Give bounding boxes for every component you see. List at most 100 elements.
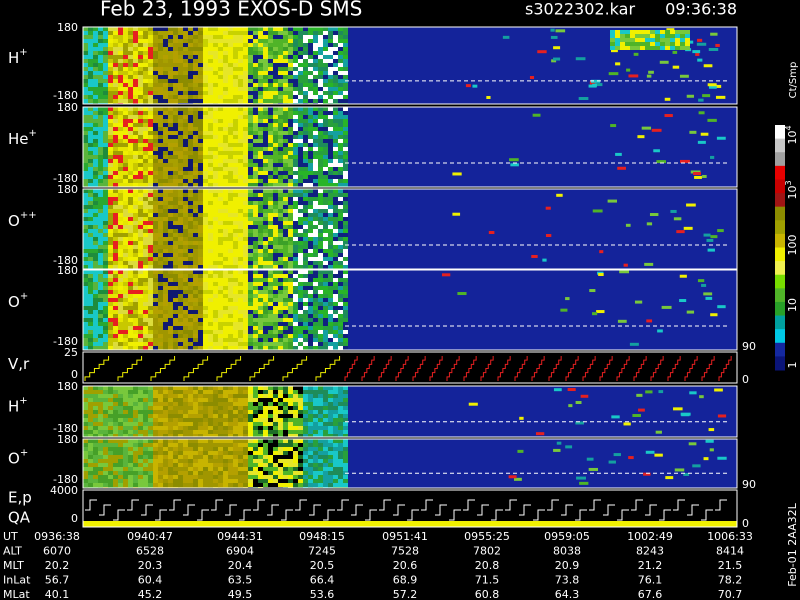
spectrogram-cell: [198, 342, 203, 346]
spectrogram-cell: [108, 310, 113, 314]
spectrogram-cell: [333, 330, 338, 334]
spectrogram-cell: [108, 39, 113, 43]
spectrogram-cell: [303, 221, 308, 225]
spectrogram-cell: [615, 30, 620, 34]
spectrogram-cell: [173, 286, 178, 290]
spectrogram-cell: [198, 221, 203, 225]
spectrogram-cell: [108, 233, 113, 237]
spectrogram-cell: [293, 290, 298, 294]
spectrogram-cell: [318, 135, 323, 139]
spectrogram-cell: [253, 99, 258, 103]
spectrogram-cell: [108, 201, 113, 205]
spectrogram-cell: [233, 290, 238, 294]
spectrogram-cell: [203, 330, 208, 334]
spectrogram-cell: [685, 46, 690, 50]
spectrogram-cell: [158, 298, 163, 302]
spectrogram-cell: [183, 310, 188, 314]
spectrogram-cell: [93, 330, 98, 334]
spectrogram-cell: [93, 163, 98, 167]
spectrogram-cell: [203, 51, 208, 55]
spectrogram-cell: [148, 159, 153, 163]
spectrogram-spot: [452, 172, 462, 176]
spectrogram-cell: [213, 127, 218, 131]
spectrogram-cell: [193, 318, 198, 322]
spectrogram-cell: [118, 318, 123, 322]
spectrogram-cell: [338, 95, 343, 99]
spectrogram-spot: [653, 149, 660, 153]
spectrogram-cell: [148, 270, 153, 274]
spectrogram-cell: [665, 46, 670, 50]
spectrogram-cell: [258, 229, 263, 233]
spectrogram-cell: [198, 274, 203, 278]
spectrogram-cell: [223, 237, 228, 241]
spectrogram-cell: [98, 143, 103, 147]
spectrogram-cell: [163, 151, 168, 155]
spectrogram-cell: [333, 253, 338, 257]
spectrogram-cell: [143, 430, 148, 434]
spectrogram-cell: [243, 155, 248, 159]
spectrogram-cell: [98, 63, 103, 67]
spectrogram-cell: [203, 127, 208, 131]
spectrogram-cell: [163, 189, 168, 193]
spectrogram-cell: [253, 386, 258, 390]
spectrogram-cell: [223, 67, 228, 71]
spectrogram-cell: [83, 286, 88, 290]
spectrogram-cell: [675, 34, 680, 38]
spectrogram-cell: [143, 63, 148, 67]
spectrogram-cell: [208, 249, 213, 253]
spectrogram-cell: [133, 127, 138, 131]
spectrogram-cell: [173, 115, 178, 119]
spectrogram-cell: [248, 294, 253, 298]
spectrogram-cell: [343, 75, 348, 79]
spectrogram-cell: [193, 253, 198, 257]
spectrogram-cell: [193, 330, 198, 334]
spectrogram-cell: [333, 221, 338, 225]
spectrogram-cell: [123, 386, 128, 390]
spectrogram-cell: [218, 123, 223, 127]
spectrogram-cell: [193, 402, 198, 406]
spectrogram-cell: [188, 193, 193, 197]
spectrogram-cell: [93, 241, 98, 245]
spectrogram-cell: [183, 326, 188, 330]
spectrogram-cell: [208, 294, 213, 298]
spectrogram-cell: [103, 151, 108, 155]
spectrogram-cell: [138, 326, 143, 330]
spectrogram-cell: [138, 217, 143, 221]
spectrogram-cell: [293, 47, 298, 51]
spectrogram-cell: [168, 151, 173, 155]
spectrogram-cell: [338, 278, 343, 282]
spectrogram-cell: [283, 217, 288, 221]
spectrogram-cell: [148, 225, 153, 229]
spectrogram-cell: [333, 67, 338, 71]
spectrogram-cell: [323, 209, 328, 213]
spectrogram-cell: [148, 99, 153, 103]
spectrogram-cell: [203, 257, 208, 261]
spectrogram-cell: [263, 111, 268, 115]
spectrogram-cell: [153, 410, 158, 414]
spectrogram-cell: [188, 390, 193, 394]
spectrogram-cell: [88, 99, 93, 103]
spectrogram-cell: [183, 422, 188, 426]
spectrogram-cell: [268, 241, 273, 245]
spectrogram-cell: [198, 131, 203, 135]
spectrogram-cell: [133, 167, 138, 171]
spectrogram-cell: [138, 35, 143, 39]
spectrogram-cell: [208, 151, 213, 155]
spectrogram-cell: [223, 346, 228, 350]
spectrogram-cell: [188, 249, 193, 253]
spectrogram-cell: [268, 237, 273, 241]
spectrogram-cell: [123, 139, 128, 143]
spectrogram-cell: [258, 95, 263, 99]
spectrogram-cell: [333, 147, 338, 151]
spectrogram-cell: [148, 314, 153, 318]
spectrogram-cell: [148, 179, 153, 183]
spectrogram-cell: [670, 42, 675, 46]
spectrogram-cell: [313, 229, 318, 233]
spectrogram-spot: [551, 59, 557, 63]
sawtooth-line: [282, 356, 308, 381]
spectrogram-cell: [203, 310, 208, 314]
spectrogram-cell: [118, 167, 123, 171]
spectrogram-cell: [208, 87, 213, 91]
spectrogram-cell: [153, 95, 158, 99]
spectrogram-cell: [158, 237, 163, 241]
